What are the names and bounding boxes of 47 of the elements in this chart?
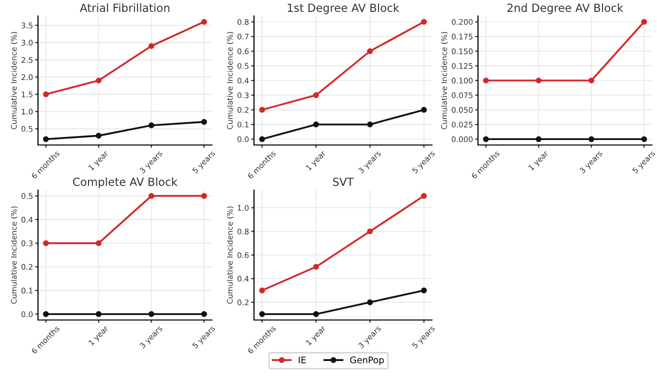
point [201, 118, 208, 125]
point [96, 240, 102, 246]
point [201, 311, 208, 318]
point [420, 192, 427, 199]
point [367, 228, 373, 234]
point [42, 311, 49, 318]
chart-title: 1st Degree AV Block [288, 3, 400, 14]
point [588, 136, 594, 142]
point [96, 132, 102, 139]
point [641, 136, 648, 142]
point [420, 288, 427, 294]
point [588, 78, 594, 84]
point [259, 106, 266, 113]
chart-title: SVT [333, 178, 354, 186]
point [482, 136, 489, 142]
point [367, 122, 373, 128]
point [367, 48, 373, 54]
point [201, 18, 208, 25]
point [313, 264, 319, 270]
point [420, 106, 427, 113]
chart-title: Atrial Fibrillation [80, 3, 170, 12]
point [259, 288, 266, 294]
point [96, 78, 102, 84]
point [42, 91, 49, 98]
point [420, 18, 427, 25]
point [148, 122, 154, 128]
point [148, 43, 154, 49]
point [148, 192, 154, 199]
point [259, 136, 266, 142]
point [313, 122, 319, 128]
point [536, 78, 542, 84]
point [201, 192, 208, 199]
point [42, 136, 49, 142]
point [148, 311, 154, 318]
point [536, 136, 542, 142]
point [313, 311, 319, 318]
point [641, 18, 648, 25]
legend-label: GenPop [350, 356, 384, 366]
legend-label: IE [298, 356, 306, 364]
chart-title: Complete AV Block [73, 177, 178, 188]
point [367, 299, 373, 306]
point [313, 92, 319, 98]
point [482, 78, 489, 84]
point [96, 311, 102, 318]
point [42, 240, 49, 246]
chart-title: 2nd Degree AV Block [507, 3, 624, 14]
point [259, 311, 266, 318]
